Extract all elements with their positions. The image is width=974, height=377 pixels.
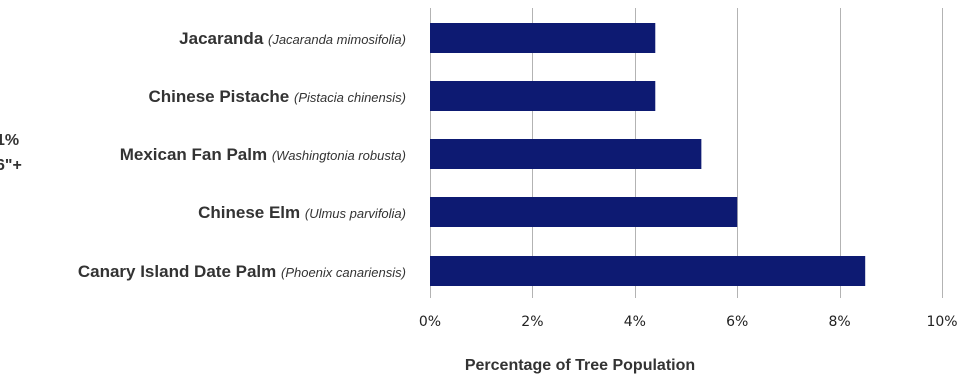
cropped-label-top: 1%: [0, 132, 19, 149]
y-tick-label-3: Chinese Elm (Ulmus parvifolia): [198, 203, 406, 222]
category-scientific-name: (Pistacia chinensis): [294, 90, 406, 105]
x-tick-label-0: 0%: [419, 314, 441, 330]
category-common-name: Chinese Pistache: [148, 87, 294, 106]
x-tick-label-1: 2%: [521, 314, 543, 330]
category-scientific-name: (Jacaranda mimosifolia): [268, 32, 406, 47]
x-tick-label-4: 8%: [828, 314, 850, 330]
bar-2: [430, 139, 702, 169]
bar-3: [430, 197, 738, 227]
y-tick-label-1: Chinese Pistache (Pistacia chinensis): [148, 87, 406, 106]
bars: [430, 23, 866, 286]
category-scientific-name: (Washingtonia robusta): [272, 148, 406, 163]
y-tick-label-0: Jacaranda (Jacaranda mimosifolia): [179, 29, 406, 48]
bar-0: [430, 23, 656, 53]
x-axis-label: Percentage of Tree Population: [465, 357, 695, 374]
bar-1: [430, 81, 656, 111]
category-common-name: Chinese Elm: [198, 203, 305, 222]
bar-4: [430, 256, 866, 286]
y-axis-labels: Jacaranda (Jacaranda mimosifolia) Chinese…: [78, 29, 406, 281]
x-tick-label-3: 6%: [726, 314, 748, 330]
cropped-label-bottom: 6"+: [0, 157, 22, 174]
x-tick-label-2: 4%: [624, 314, 646, 330]
x-axis-tick-labels: 0% 2% 4% 6% 8% 10%: [419, 314, 958, 330]
category-scientific-name: (Ulmus parvifolia): [305, 206, 406, 221]
y-tick-label-4: Canary Island Date Palm (Phoenix canarie…: [78, 262, 406, 281]
x-tick-label-5: 10%: [926, 314, 957, 330]
category-common-name: Jacaranda: [179, 29, 268, 48]
category-common-name: Canary Island Date Palm: [78, 262, 281, 281]
category-scientific-name: (Phoenix canariensis): [281, 265, 406, 280]
y-tick-label-2: Mexican Fan Palm (Washingtonia robusta): [120, 145, 406, 164]
category-common-name: Mexican Fan Palm: [120, 145, 272, 164]
